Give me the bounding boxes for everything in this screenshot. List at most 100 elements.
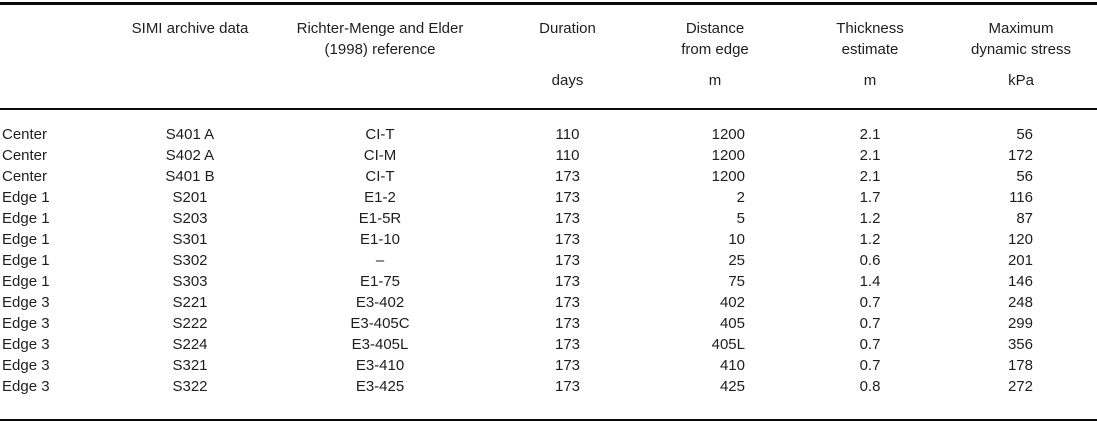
cell-duration-days: 173 [554, 168, 581, 185]
cell-location: Edge 1 [2, 189, 50, 206]
cell-location: Edge 1 [2, 273, 50, 290]
unit-thickness-m: m [775, 62, 965, 110]
cell-max-dynamic-stress-kpa: 56 [1016, 126, 1033, 143]
cell-distance-m: 1200 [711, 147, 745, 164]
header-richter-menge-reference: Richter-Menge and Elder (1998) reference [280, 4, 480, 63]
units-row: days m m kPa [0, 62, 1097, 110]
cell-location: Edge 1 [2, 231, 50, 248]
table-row: Center S401 B CI-T 173 1200 2.1 56 [0, 166, 1097, 187]
cell-simi-archive-id: S303 [172, 273, 208, 290]
cell-location: Edge 3 [2, 315, 50, 332]
header-maximum-dynamic-stress: Maximum dynamic stress [965, 4, 1097, 63]
cell-max-dynamic-stress-kpa: 248 [1007, 294, 1033, 311]
cell-simi-archive-id: S401 A [165, 126, 215, 143]
cell-location: Edge 3 [2, 357, 50, 374]
header-stress-line1: Maximum [988, 20, 1054, 37]
unit-stress-kpa: kPa [965, 62, 1097, 110]
table-row: Edge 3 S321 E3-410 173 410 0.7 178 [0, 355, 1097, 376]
cell-thickness-m: 1.7 [859, 189, 881, 206]
header-duration: Duration [480, 4, 655, 63]
unit-simi [100, 62, 280, 110]
cell-thickness-m: 0.7 [859, 336, 881, 353]
cell-reference-code: E3-402 [355, 294, 405, 311]
cell-max-dynamic-stress-kpa: 201 [1007, 252, 1033, 269]
cell-max-dynamic-stress-kpa: 172 [1007, 147, 1033, 164]
cell-thickness-m: 1.2 [859, 231, 881, 248]
cell-thickness-m: 0.6 [859, 252, 881, 269]
header-duration-line1: Duration [539, 20, 596, 37]
cell-duration-days: 173 [554, 189, 581, 206]
table-row: Edge 1 S201 E1-2 173 2 1.7 116 [0, 187, 1097, 208]
header-distance-from-edge: Distance from edge [655, 4, 775, 63]
cell-distance-m: 1200 [711, 126, 745, 143]
cell-distance-m: 5 [736, 210, 745, 227]
cell-thickness-m: 0.8 [859, 378, 881, 395]
cell-reference-code: E1-10 [359, 231, 401, 248]
cell-simi-archive-id: S302 [172, 252, 208, 269]
header-stress-line2: dynamic stress [970, 41, 1072, 58]
cell-reference-code: CI-T [365, 126, 395, 143]
cell-distance-m: 405 [719, 315, 745, 332]
header-row: SIMI archive data Richter-Menge and Elde… [0, 4, 1097, 63]
cell-max-dynamic-stress-kpa: 272 [1007, 378, 1033, 395]
cell-reference-code: CI-T [365, 168, 395, 185]
cell-thickness-m: 1.4 [859, 273, 881, 290]
cell-distance-m: 2 [736, 189, 745, 206]
cell-simi-archive-id: S224 [172, 336, 208, 353]
cell-reference-code: E3-410 [355, 357, 405, 374]
cell-simi-archive-id: S222 [172, 315, 208, 332]
unit-ref [280, 62, 480, 110]
table-row: Center S402 A CI-M 110 1200 2.1 172 [0, 145, 1097, 166]
cell-simi-archive-id: S401 B [165, 168, 215, 185]
cell-reference-code: E1-2 [364, 189, 396, 206]
table-row: Edge 1 S203 E1-5R 173 5 1.2 87 [0, 208, 1097, 229]
cell-max-dynamic-stress-kpa: 87 [1016, 210, 1033, 227]
cell-max-dynamic-stress-kpa: 116 [1009, 189, 1033, 206]
cell-simi-archive-id: S201 [172, 189, 208, 206]
table-row: Edge 1 S301 E1-10 173 10 1.2 120 [0, 229, 1097, 250]
cell-duration-days: 173 [554, 378, 581, 395]
cell-max-dynamic-stress-kpa: 146 [1007, 273, 1033, 290]
cell-distance-m: 25 [728, 252, 745, 269]
cell-simi-archive-id: S321 [172, 357, 208, 374]
table-row: Edge 3 S222 E3-405C 173 405 0.7 299 [0, 313, 1097, 334]
cell-location: Center [2, 147, 48, 164]
table-row: Edge 3 S224 E3-405L 173 405L 0.7 356 [0, 334, 1097, 355]
cell-simi-archive-id: S402 A [165, 147, 215, 164]
header-ref-line2: (1998) reference [324, 41, 436, 58]
header-thickness-estimate: Thickness estimate [775, 4, 965, 63]
unit-duration-days: days [480, 62, 655, 110]
cell-location: Edge 1 [2, 210, 50, 227]
cell-max-dynamic-stress-kpa: 178 [1007, 357, 1033, 374]
cell-reference-code: E3-425 [355, 378, 405, 395]
table-row: Center S401 A CI-T 110 1200 2.1 56 [0, 109, 1097, 145]
cell-duration-days: 110 [555, 147, 580, 164]
cell-thickness-m: 2.1 [859, 147, 881, 164]
cell-location: Center [2, 126, 48, 143]
header-simi-line1: SIMI archive data [131, 20, 249, 37]
cell-duration-days: 173 [554, 252, 581, 269]
cell-duration-days: 173 [554, 357, 581, 374]
cell-reference-code: E1-5R [358, 210, 402, 227]
cell-simi-archive-id: S322 [172, 378, 208, 395]
cell-distance-m: 402 [719, 294, 745, 311]
cell-distance-m: 410 [719, 357, 745, 374]
header-location [0, 4, 100, 63]
table-header: SIMI archive data Richter-Menge and Elde… [0, 4, 1097, 110]
cell-max-dynamic-stress-kpa: 120 [1007, 231, 1033, 248]
unit-location [0, 62, 100, 110]
cell-duration-days: 173 [554, 294, 581, 311]
cell-max-dynamic-stress-kpa: 356 [1007, 336, 1033, 353]
cell-thickness-m: 0.7 [859, 315, 881, 332]
header-thickness-line2: estimate [841, 41, 899, 58]
cell-reference-code: E3-405L [351, 336, 409, 353]
cell-reference-code: – [375, 252, 385, 269]
cell-reference-code: E3-405C [350, 315, 410, 332]
table-row: Edge 1 S302 – 173 25 0.6 201 [0, 250, 1097, 271]
cell-duration-days: 110 [555, 126, 580, 143]
cell-duration-days: 173 [554, 336, 581, 353]
table-body: Center S401 A CI-T 110 1200 2.1 56 Center S402 A… [0, 109, 1097, 420]
cell-thickness-m: 0.7 [859, 294, 881, 311]
